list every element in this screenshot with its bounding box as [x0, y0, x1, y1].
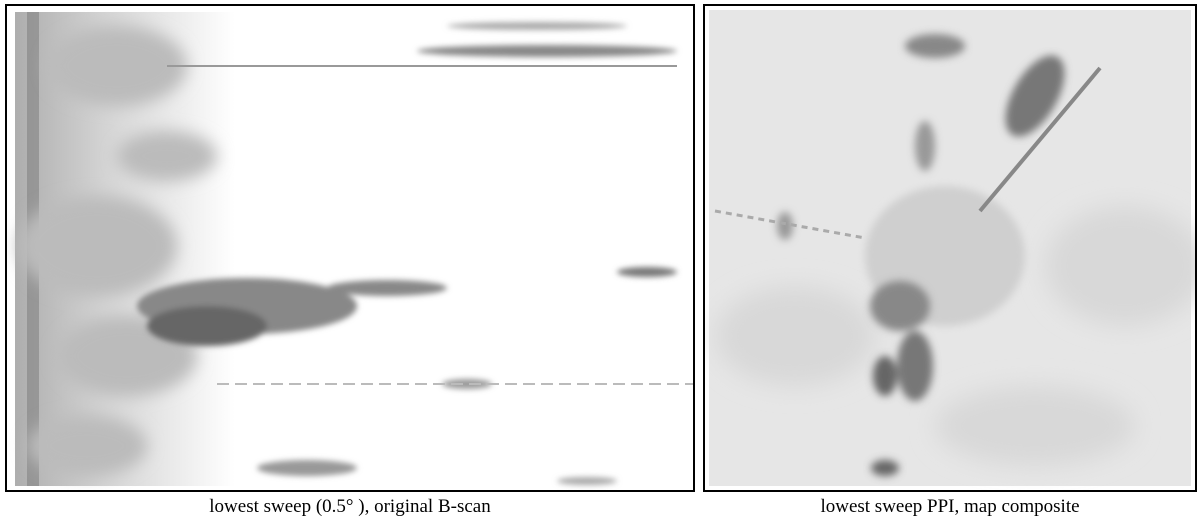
ppi-drawing [705, 6, 1195, 490]
ppi-image [703, 4, 1197, 492]
bscan-image [5, 4, 695, 492]
caption: lowest sweep PPI, map composite [703, 496, 1197, 518]
caption: lowest sweep (0.5° ), original B-scan [5, 496, 695, 518]
page: {"panels": [{"caption": "lowest sweep (0… [0, 0, 1202, 525]
bscan-drawing [7, 6, 693, 490]
